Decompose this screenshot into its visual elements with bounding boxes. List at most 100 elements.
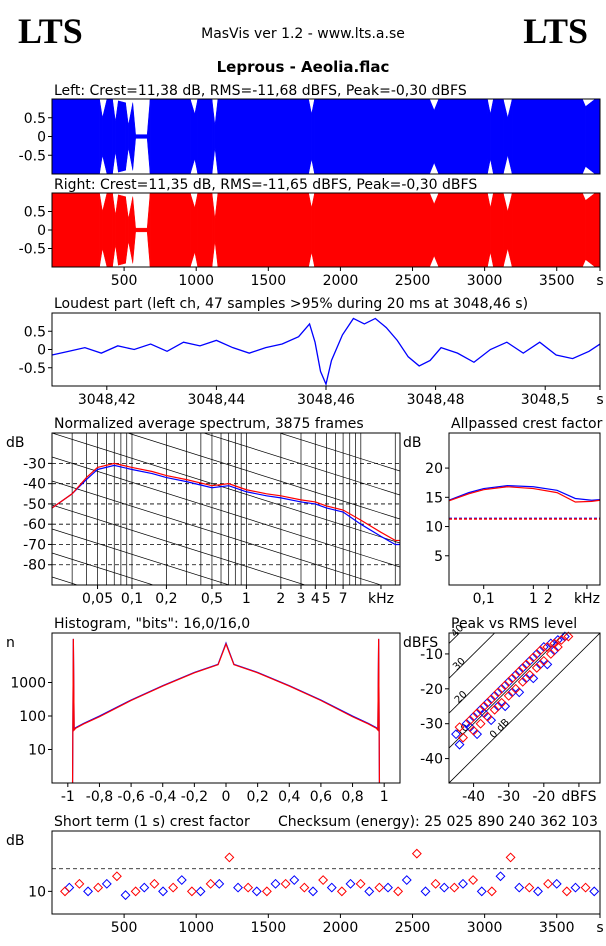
left_wave-envelope-segment: [99, 99, 103, 174]
histogram-title: Histogram, "bits": 16,0/16,0: [54, 616, 250, 632]
peak_rms-ytick-label: -20: [420, 682, 443, 698]
spectrum-xtick-label: 4: [311, 591, 320, 607]
left_wave-envelope-segment: [311, 99, 315, 174]
right_wave-envelope-segment: [128, 196, 134, 264]
short_crest-point-blue: [251, 886, 262, 897]
peak_rms-point-red: [528, 652, 539, 663]
loudest-title: Loudest part (left ch, 47 samples >95% d…: [54, 296, 528, 312]
short_crest-xtick-label: 2500: [395, 920, 431, 936]
peak_rms-point-red: [468, 725, 479, 736]
loudest-ytick-label: -0.5: [19, 361, 46, 377]
right_wave-envelope-segment: [582, 193, 586, 267]
left_wave-envelope-segment: [132, 102, 136, 171]
right_wave-envelope-segment: [125, 196, 129, 264]
short_crest-point-red: [111, 871, 122, 882]
spectrum-xtick-label: 3: [297, 591, 306, 607]
peak_rms-point-red: [514, 666, 525, 677]
left_wave-envelope-segment: [585, 99, 595, 174]
histogram-xtick-label: -0,4: [149, 789, 176, 805]
right_wave-title: Right: Crest=11,35 dB, RMS=-11,65 dBFS, …: [54, 177, 477, 193]
right_wave-envelope-segment: [190, 193, 196, 267]
short_crest-point-blue: [495, 871, 506, 882]
left_wave-envelope-segment: [149, 99, 191, 174]
left_wave-envelope-segment: [503, 99, 508, 174]
histogram-ytick-label: 10: [28, 742, 46, 758]
short_crest-xtick-label: 1000: [178, 920, 214, 936]
peak_rms-diagonal: [449, 633, 460, 644]
short_crest-point-red: [355, 878, 366, 889]
logo-left: LTS: [18, 11, 83, 51]
left_wave-ytick-label: 0: [37, 130, 46, 146]
histogram-xtick-label: 0,6: [310, 789, 332, 805]
peak_rms-point-red: [549, 638, 560, 649]
peak_rms-point-red: [556, 635, 567, 645]
left_wave-envelope-segment: [308, 99, 312, 174]
spectrum-slope-line: [52, 504, 307, 585]
peak_rms-xtick-label: -40: [462, 789, 485, 805]
left_wave-envelope-segment: [490, 99, 494, 174]
short_crest-point-red: [60, 886, 70, 897]
short_crest-frame: [51, 830, 601, 915]
right_wave-envelope-segment: [490, 193, 494, 267]
short_crest-point-red: [486, 886, 497, 897]
allpassed-series-blue: [448, 485, 601, 501]
peak_rms-diagonals: [449, 633, 600, 783]
spectrum-slope-line: [52, 480, 383, 585]
spectrum-ytick-label: -60: [23, 517, 46, 533]
peak_rms-point-blue: [489, 690, 500, 701]
peak_rms-point-blue: [468, 711, 479, 722]
peak_rms-point-red: [465, 715, 476, 726]
left_wave-envelope-segment: [125, 102, 129, 171]
spectrum-xtick-label: 0,2: [155, 591, 177, 607]
peak_rms-point-red: [458, 732, 468, 743]
spectrum-ytick-label: -30: [23, 456, 46, 472]
peak_rms-point-blue: [454, 739, 465, 750]
peak_rms-diagonal-label: 0 dB: [488, 717, 512, 741]
right_wave-ytick-label: -0.5: [19, 242, 46, 258]
right_wave-envelope-segment: [217, 193, 309, 267]
left_wave-envelope-segment: [194, 99, 198, 174]
peak_rms-xtick-label: -20: [532, 789, 555, 805]
peak_rms-point-blue: [514, 687, 525, 698]
short_crest-point-blue: [101, 878, 112, 889]
histogram-ytick-label: 1000: [10, 675, 46, 691]
spectrum-grid: [52, 433, 400, 585]
right_wave-xtick-label: 2000: [323, 273, 359, 289]
short_crest-point-red: [280, 878, 291, 889]
short_crest-point-red: [299, 882, 310, 893]
loudest-xtick-label: s: [596, 392, 603, 408]
right_wave-envelope-segment: [433, 193, 439, 267]
short_crest-point-red: [224, 852, 235, 863]
right_wave-ytick-label: 0.5: [24, 205, 46, 221]
spectrum-slope-line: [278, 433, 400, 472]
right_wave-envelope-segment: [311, 193, 315, 267]
short_crest-xtick-label: 2000: [323, 920, 359, 936]
left_wave-ytick-label: 0.5: [24, 111, 46, 127]
short_crest-point-blue: [176, 875, 187, 885]
right_wave-envelope-segment: [507, 193, 513, 267]
right_wave-envelope-segment: [214, 193, 219, 267]
right_wave-envelope-segment: [115, 194, 119, 266]
loudest-series-line: [51, 317, 601, 387]
short_crest-point-blue: [458, 878, 468, 889]
peak_rms-diagonal-label: 20: [453, 689, 470, 706]
peak_rms-point-blue: [521, 673, 532, 684]
histogram-series-red: [71, 638, 381, 784]
app-title: MasVis ver 1.2 - www.lts.a.se: [201, 26, 405, 42]
short_crest-point-blue: [270, 878, 281, 889]
short_crest-point-red: [318, 875, 329, 885]
short_crest-point-red: [411, 848, 422, 859]
peak_rms-diagonal: [449, 633, 531, 714]
spectrum-slope-line: [52, 552, 155, 585]
loudest-xtick-label: 3048,46: [297, 392, 355, 408]
peak_rms-point-red: [552, 642, 563, 652]
peak_rms-point-blue: [524, 655, 535, 666]
loudest-ytick-label: 0: [37, 343, 46, 359]
peak_rms-point-blue: [528, 673, 539, 684]
peak_rms-point-red: [496, 697, 507, 708]
peak_rms-point-blue: [493, 701, 504, 712]
right_wave-envelope-segment: [146, 193, 151, 267]
histogram-ylabel: n: [6, 635, 15, 651]
allpassed-ytick-label: 10: [425, 520, 443, 536]
peak_rms-point-blue: [545, 638, 556, 649]
